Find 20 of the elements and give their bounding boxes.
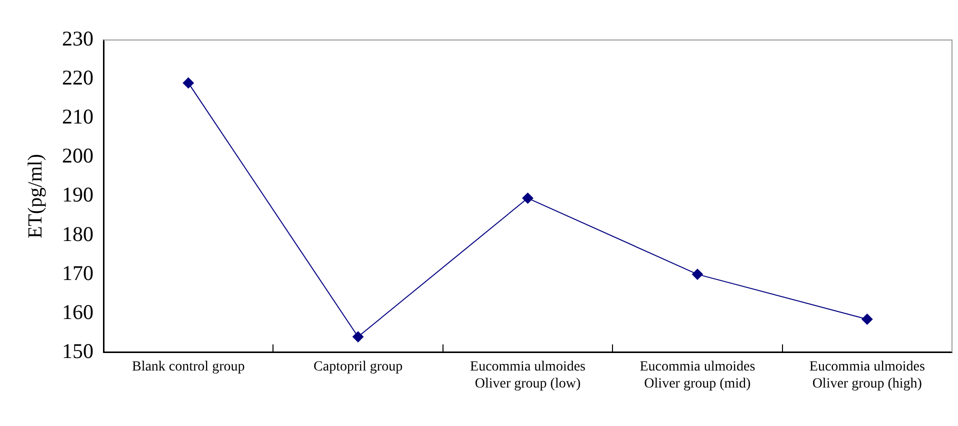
x-tick-label: Captopril group [314, 359, 403, 374]
y-tick-label: 210 [62, 104, 94, 129]
point [352, 331, 364, 342]
y-axis-title: ET(pg/ml) [24, 154, 46, 238]
x-tick-label: Eucommia ulmoides Oliver group (high) [809, 359, 925, 392]
y-tick-label: 200 [62, 144, 94, 168]
y-tick-label: 220 [62, 66, 94, 90]
y-tick-label: 190 [62, 182, 94, 207]
point [182, 77, 194, 88]
y-tick-label: 160 [62, 300, 94, 324]
y-tick-label: 150 [62, 338, 94, 363]
x-tick-label: Eucommia ulmoides Oliver group (mid) [640, 359, 756, 392]
x-tick-label: Blank control group [132, 359, 245, 374]
point [862, 314, 873, 325]
x-tick-label: Eucommia ulmoides Oliver group (low) [470, 359, 586, 392]
y-tick-label: 230 [62, 26, 94, 51]
y-tick-label: 180 [62, 222, 94, 246]
point [522, 192, 534, 204]
point [692, 268, 703, 280]
y-tick-label: 170 [62, 260, 94, 285]
